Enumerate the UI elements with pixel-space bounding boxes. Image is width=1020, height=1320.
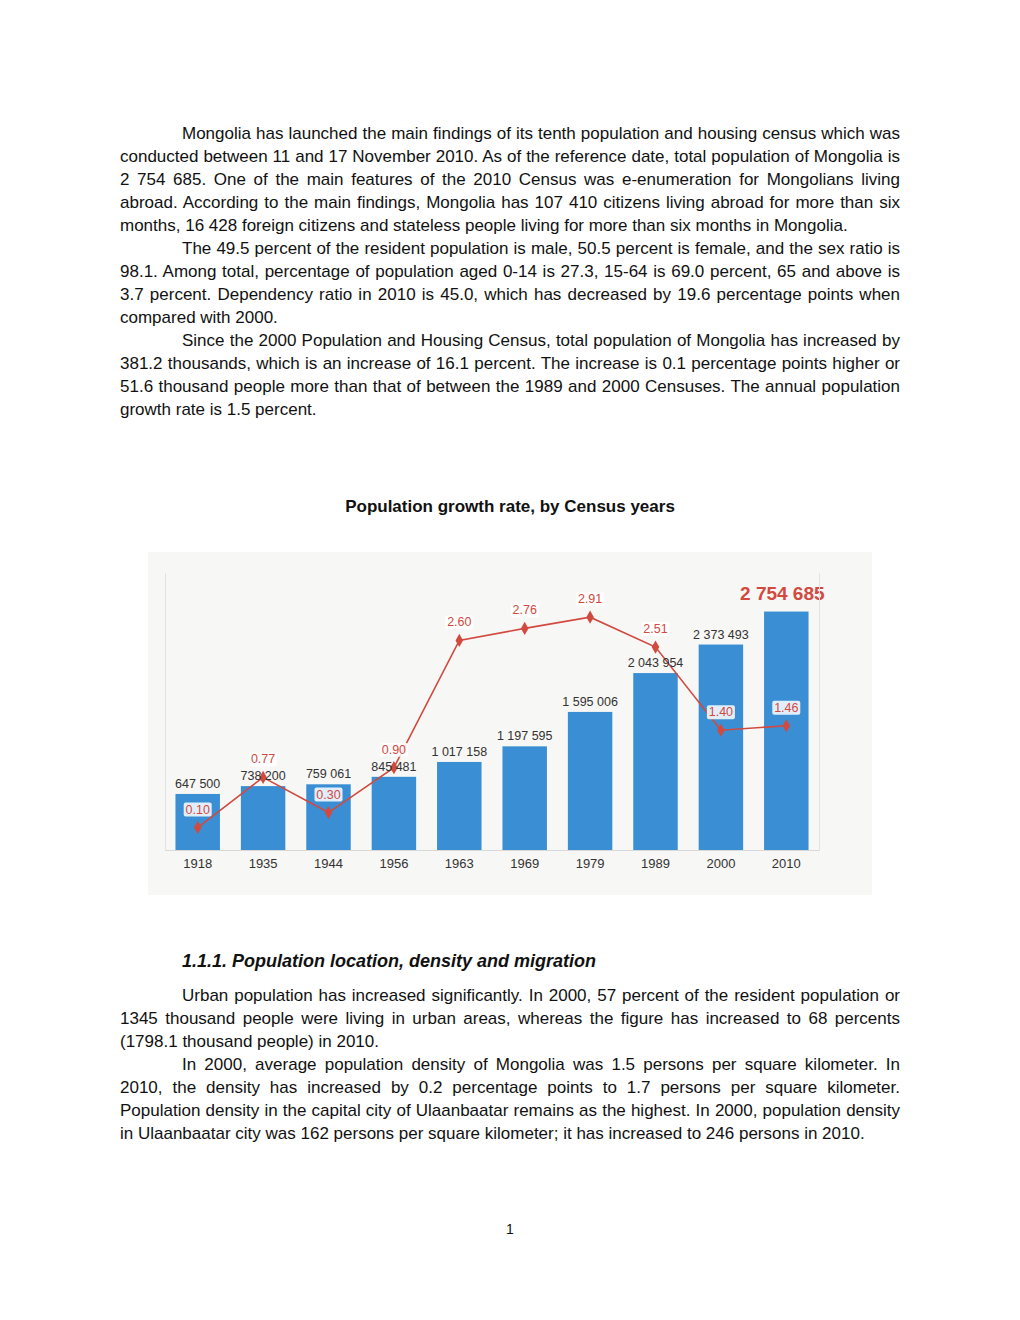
x-tick-label: 2010 [772, 856, 801, 871]
label-background [184, 803, 212, 817]
line-label: 0.30 [316, 788, 340, 802]
x-tick: 2010 [772, 850, 801, 871]
label-background [772, 701, 800, 715]
x-tick: 1918 [183, 850, 212, 871]
marker [586, 611, 594, 624]
bar [437, 762, 481, 850]
x-tick-label: 1935 [249, 856, 278, 871]
bar-label: 647 500 [175, 777, 220, 791]
x-tick-label: 1956 [379, 856, 408, 871]
bar [633, 673, 677, 850]
y2-axis-line [819, 574, 820, 851]
bar-label: 2 373 493 [693, 628, 749, 642]
bar-label: 1 197 595 [497, 729, 553, 743]
line-label: 1.40 [709, 705, 733, 719]
x-tick: 1989 [641, 850, 670, 871]
y-axis [165, 574, 166, 851]
x-tick: 2000 [706, 850, 735, 871]
marker [652, 641, 660, 654]
x-tick-label: 1969 [510, 856, 539, 871]
line-label: 0.10 [186, 803, 210, 817]
label-background [249, 752, 277, 766]
paragraph: Mongolia has launched the main findings … [120, 122, 900, 237]
paragraph: Urban population has increased significa… [120, 984, 900, 1053]
bar-label: 845 481 [371, 760, 416, 774]
bar [568, 712, 612, 850]
bar-label: 759 061 [306, 767, 351, 781]
label-background [380, 743, 408, 757]
bar [502, 746, 546, 850]
x-tick-label: 1979 [576, 856, 605, 871]
label-background [642, 622, 670, 636]
x-tick: 1969 [510, 850, 539, 871]
paragraph: The 49.5 percent of the resident populat… [120, 237, 900, 329]
label-background [445, 615, 473, 629]
bar [241, 786, 285, 850]
bar [372, 777, 416, 850]
bar-label: 738 200 [241, 769, 286, 783]
marker [521, 622, 529, 635]
line-label: 0.77 [251, 752, 275, 766]
label-background [511, 603, 539, 617]
paragraph: Since the 2000 Population and Housing Ce… [120, 329, 900, 421]
label-background [707, 705, 735, 719]
label-background [315, 788, 343, 802]
marker [194, 821, 202, 834]
x-tick-label: 1989 [641, 856, 670, 871]
bar [699, 645, 743, 850]
paragraph: In 2000, average population density of M… [120, 1053, 900, 1145]
line-label: 1.46 [774, 701, 798, 715]
bar [764, 612, 808, 850]
bar-label: 2 754 685 [740, 583, 825, 604]
x-tick-label: 2000 [706, 856, 735, 871]
section-heading: 1.1.1. Population location, density and … [182, 951, 596, 972]
x-tick-label: 1963 [445, 856, 474, 871]
label-background [576, 592, 604, 606]
labels: 647 500 738 200 759 061 845 481 1 017 158 1 1… [175, 583, 825, 817]
page: Mongolia has launched the main findings … [0, 0, 1020, 1320]
x-tick: 1956 [379, 850, 408, 871]
line-label: 2.91 [578, 592, 602, 606]
x-tick: 1963 [445, 850, 474, 871]
line [198, 617, 787, 827]
line-label: 2.76 [513, 603, 537, 617]
bar-label: 1 017 158 [431, 745, 487, 759]
chart: 647 500 738 200 759 061 845 481 1 017 158 1 1… [148, 552, 872, 895]
bar [306, 784, 350, 850]
line-label: 2.51 [643, 622, 667, 636]
marker [783, 719, 791, 732]
x-tick: 1944 [314, 850, 343, 871]
marker [717, 724, 725, 737]
text-block: Mongolia has launched the main findings … [120, 122, 900, 421]
x-axis: 1918 1935 1944 1956 1963 1969 1979 1989 2000 2010 [166, 850, 820, 871]
y2-axis [819, 574, 820, 851]
x-axis-line [166, 850, 820, 851]
chart-title: Population growth rate, by Census years [0, 497, 1020, 517]
bar [175, 794, 219, 850]
text-block: Urban population has increased significa… [120, 984, 900, 1145]
bar-label: 2 043 954 [628, 656, 684, 670]
x-tick-label: 1918 [183, 856, 212, 871]
x-tick-label: 1944 [314, 856, 343, 871]
page-number: 1 [0, 1221, 1020, 1237]
chart-background [148, 552, 872, 895]
marker [325, 806, 333, 819]
line-label: 2.60 [447, 615, 471, 629]
line-label: 0.90 [382, 743, 406, 757]
plot-area [175, 611, 808, 850]
x-tick: 1935 [249, 850, 278, 871]
x-tick: 1979 [576, 850, 605, 871]
bar-label: 1 595 006 [562, 695, 618, 709]
y-axis-line [165, 574, 166, 851]
marker [456, 634, 464, 647]
